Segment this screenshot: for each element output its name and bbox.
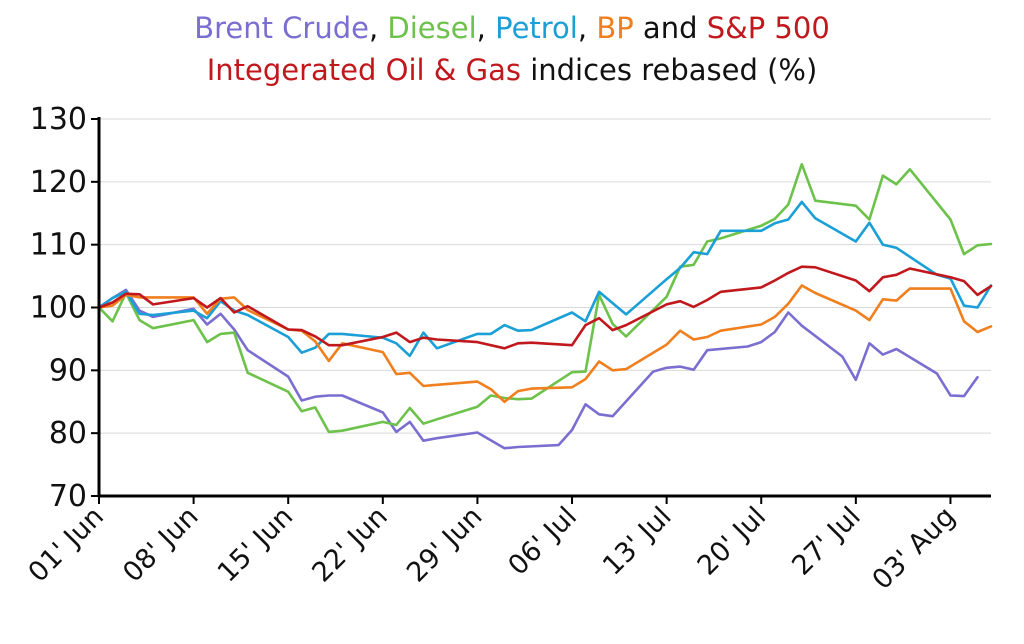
title-line-1-part-0: Brent Crude bbox=[194, 11, 369, 45]
x-tick-label-9: 03' Aug bbox=[867, 501, 962, 596]
series-lines bbox=[97, 162, 993, 450]
axes bbox=[91, 117, 991, 504]
title-line-1-part-8: S&P 500 bbox=[707, 11, 830, 45]
chart-title-line-2: Integerated Oil & Gas indices rebased (%… bbox=[207, 53, 818, 87]
y-tick-label-100: 100 bbox=[30, 291, 87, 326]
chart-title: Brent Crude, Diesel, Petrol, BP and S&P … bbox=[194, 11, 830, 87]
y-tick-label-70: 70 bbox=[49, 479, 87, 514]
y-tick-label-120: 120 bbox=[30, 165, 87, 200]
x-tick-label-0: 01' Jun bbox=[23, 501, 110, 588]
x-tick-label-1: 08' Jun bbox=[117, 501, 204, 588]
x-tick-label-7: 20' Jul bbox=[692, 501, 773, 582]
y-tick-label-80: 80 bbox=[49, 416, 87, 451]
x-tick-label-6: 13' Jul bbox=[597, 501, 678, 582]
x-tick-label-3: 22' Jun bbox=[306, 501, 393, 588]
title-line-1-part-7: and bbox=[634, 11, 707, 45]
x-tick-labels: 01' Jun 08' Jun 15' Jun 22' Jun 29' Jun 06' J… bbox=[23, 501, 962, 596]
title-line-1-part-2: Diesel bbox=[387, 11, 476, 45]
x-tick-label-4: 29' Jun bbox=[401, 501, 488, 588]
x-tick-label-8: 27' Jul bbox=[786, 501, 867, 582]
title-line-1-part-1: , bbox=[369, 11, 387, 45]
y-tick-labels: 70 80 90 100 110 120 130 bbox=[30, 102, 87, 514]
y-tick-label-90: 90 bbox=[49, 353, 87, 388]
series-line-4 bbox=[97, 265, 993, 350]
y-tick-label-130: 130 bbox=[30, 102, 87, 137]
series-line-1 bbox=[97, 162, 993, 434]
series-line-3 bbox=[97, 284, 993, 404]
title-line-1-part-4: Petrol bbox=[495, 11, 578, 45]
chart-title-line-1: Brent Crude, Diesel, Petrol, BP and S&P … bbox=[194, 11, 830, 45]
title-line-1-part-6: BP bbox=[596, 11, 633, 45]
x-tick-label-5: 06' Jul bbox=[502, 501, 583, 582]
series-line-0 bbox=[97, 288, 979, 450]
y-tick-label-110: 110 bbox=[30, 228, 87, 263]
title-line-1-part-3: , bbox=[477, 11, 495, 45]
y-gridlines bbox=[99, 118, 991, 434]
title-line-2-part-0: Integerated Oil & Gas bbox=[207, 53, 521, 87]
series-line-2 bbox=[97, 200, 993, 358]
x-tick-label-2: 15' Jun bbox=[212, 501, 299, 588]
title-line-2-part-1: indices rebased (%) bbox=[521, 53, 817, 87]
title-line-1-part-5: , bbox=[578, 11, 596, 45]
